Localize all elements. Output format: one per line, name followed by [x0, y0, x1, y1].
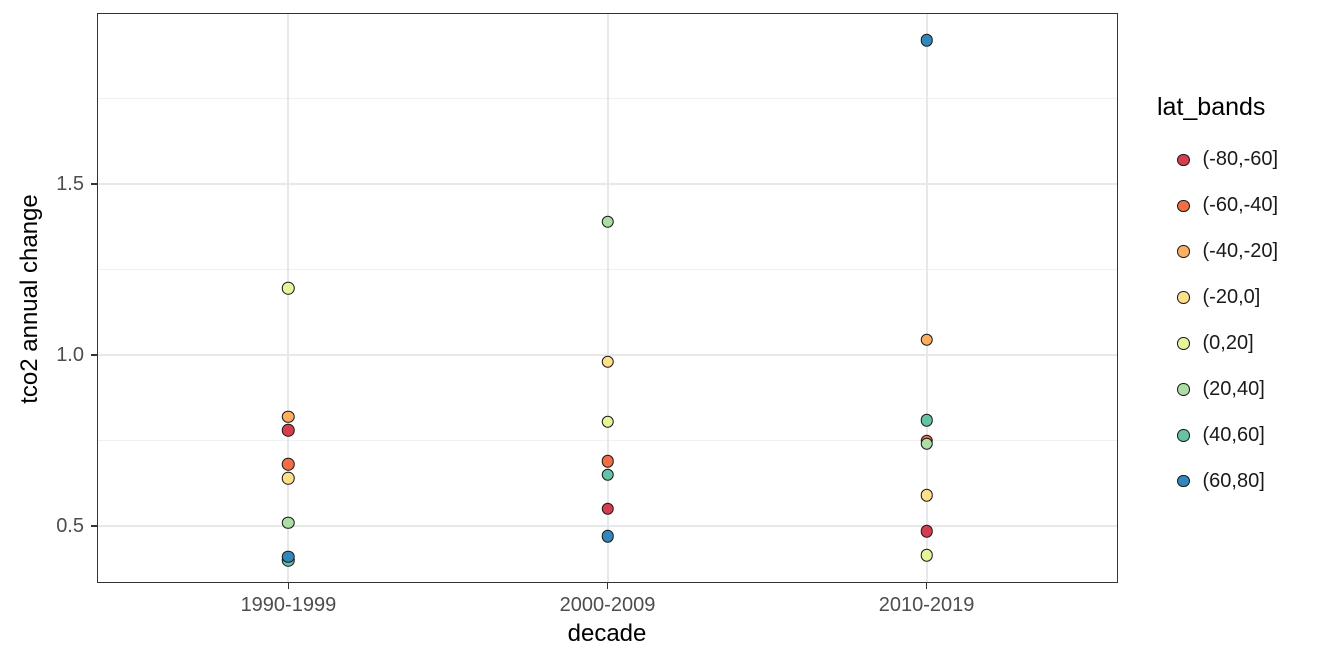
legend-label-(0,20]: (0,20] [1202, 332, 1254, 354]
point-(-60,-40]-2000-2009 [601, 454, 614, 468]
legend-label-(40,60]: (40,60] [1202, 423, 1265, 446]
legend-key-icon-(60,80] [1177, 474, 1190, 488]
point-(20,40]-2000-2009 [601, 215, 614, 228]
legend-label-(20,40]: (20,40] [1202, 377, 1265, 400]
point-(60,80]-2000-2009 [601, 529, 614, 543]
y-axis-title: tco2 annual change [16, 194, 43, 404]
point-(-60,-40]-1990-1999 [282, 458, 295, 471]
legend-key-icon-(-40,-20] [1177, 245, 1190, 258]
legend-item-(-80,-60]: (-80,-60] [1157, 137, 1342, 183]
legend-item-(-40,-20]: (-40,-20] [1157, 229, 1342, 275]
x-tick-label-2010-2019: 2010-2019 [878, 594, 975, 616]
x-tick-label-2000-2009: 2000-2009 [559, 594, 656, 616]
point-(-40,-20]-1990-1999 [282, 410, 295, 423]
legend-key-icon-(20,40] [1177, 383, 1190, 396]
legend-item-(60,80]: (60,80] [1157, 458, 1342, 504]
y-tick-1.5 [91, 183, 97, 185]
y-tick-0.5 [91, 525, 97, 527]
point-(20,40]-1990-1999 [282, 516, 295, 529]
x-tick-1990-1999 [287, 583, 290, 589]
point-(-20,0]-1990-1999 [282, 471, 295, 485]
point-(-80,-60]-1990-1999 [282, 423, 295, 437]
point-(-80,-60]-2000-2009 [601, 502, 614, 516]
point-(40,60]-2000-2009 [601, 468, 614, 481]
legend-label-(-60,-40]: (-60,-40] [1202, 194, 1279, 217]
point-(0,20]-1990-1999 [282, 282, 295, 295]
gridline-major-x-2010-2019 [925, 13, 928, 583]
plot-panel [97, 13, 1118, 583]
legend-label-(60,80]: (60,80] [1202, 469, 1265, 492]
y-tick-label-1: 1.0 [56, 344, 84, 366]
legend-item-(20,40]: (20,40] [1157, 366, 1342, 412]
point-(40,60]-2010-2019 [920, 413, 933, 427]
point-(60,80]-1990-1999 [282, 550, 295, 564]
legend-item-(-60,-40]: (-60,-40] [1157, 183, 1342, 229]
y-tick-label-0.5: 0.5 [56, 515, 84, 537]
legend-items: (-80,-60] (-60,-40] (-40,-20] (-20,0] (0,20]… [1157, 137, 1342, 504]
x-tick-2000-2009 [606, 583, 609, 589]
legend-title: lat_bands [1157, 93, 1266, 121]
point-(-80,-60]-2010-2019 [920, 524, 933, 538]
point-(0,20]-2010-2019 [920, 548, 933, 562]
legend-label-(-20,0]: (-20,0] [1202, 286, 1261, 309]
point-(-20,0]-2010-2019 [920, 488, 933, 502]
y-tick-label-1.5: 1.5 [56, 173, 84, 195]
legend-item-(0,20]: (0,20] [1157, 321, 1342, 367]
legend-item-(-20,0]: (-20,0] [1157, 275, 1342, 321]
legend-key-icon-(-80,-60] [1177, 153, 1190, 167]
legend: lat_bands (-80,-60] (-60,-40] (-40,-20] (-2… [1157, 93, 1342, 504]
legend-key-icon-(0,20] [1177, 337, 1190, 350]
point-(-20,0]-2000-2009 [601, 355, 614, 369]
legend-label-(-40,-20]: (-40,-20] [1202, 240, 1279, 263]
y-tick-1 [91, 354, 97, 356]
legend-label-(-80,-60]: (-80,-60] [1202, 148, 1279, 171]
point-(60,80]-2010-2019 [920, 34, 933, 47]
point-(-40,-20]-2010-2019 [920, 333, 933, 346]
x-axis-title: decade [567, 620, 647, 647]
legend-key-icon-(40,60] [1177, 429, 1190, 442]
legend-key-icon-(-20,0] [1177, 291, 1190, 304]
legend-key-icon-(-60,-40] [1177, 199, 1190, 213]
point-(20,40]-2010-2019 [920, 437, 933, 451]
x-tick-2010-2019 [925, 583, 928, 589]
gridline-major-x-2000-2009 [606, 13, 609, 583]
point-(0,20]-2000-2009 [601, 415, 614, 428]
legend-item-(40,60]: (40,60] [1157, 412, 1342, 458]
x-tick-label-1990-1999: 1990-1999 [240, 594, 337, 616]
gridline-major-x-1990-1999 [287, 13, 290, 583]
